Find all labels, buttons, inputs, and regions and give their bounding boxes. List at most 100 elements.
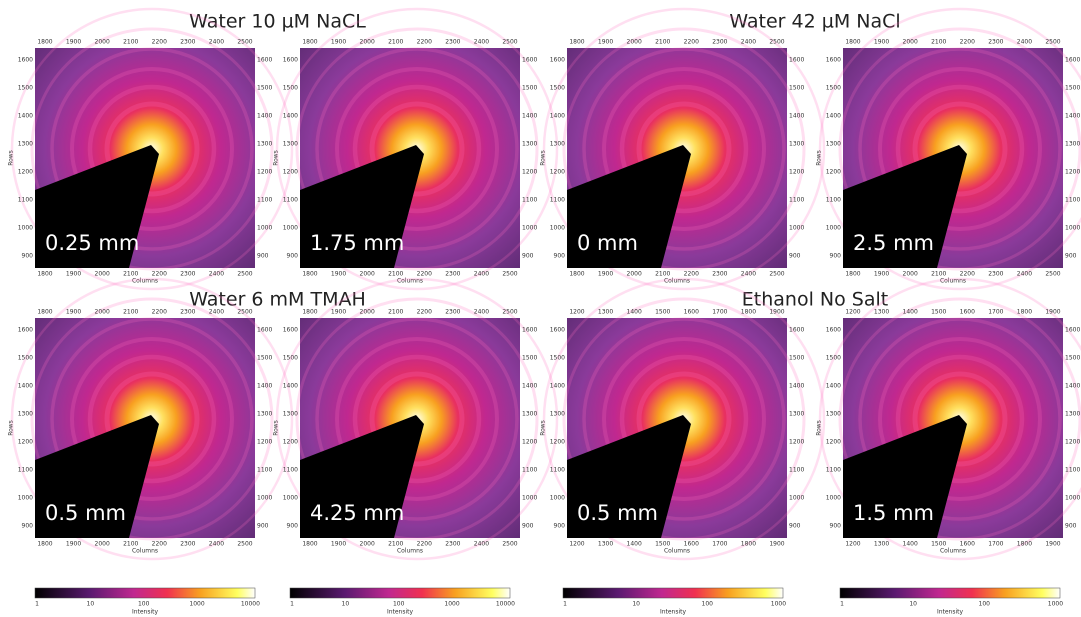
row-tick-label: 1200	[1065, 439, 1080, 446]
row-tick-label: 900	[257, 253, 269, 260]
column-tick-label: 1700	[988, 309, 1003, 316]
column-tick-label: 1800	[845, 271, 860, 278]
row-tick-label: 1000	[789, 495, 804, 502]
diffraction-ring	[30, 27, 274, 271]
row-tick-label: 900	[789, 253, 801, 260]
colorbar-tick-label: 10000	[241, 601, 260, 608]
row-tick-label: 1300	[257, 411, 272, 418]
column-tick-label: 2500	[502, 541, 517, 548]
row-tick-label: 1200	[1065, 169, 1080, 176]
diffraction-panel: 1.5 mm 1200 1200 1300 1300 1400 1400 1500 1500 16…	[816, 277, 1081, 561]
column-tick-label: 1900	[1045, 541, 1060, 548]
column-tick-label: 1900	[874, 271, 889, 278]
distance-label: 0 mm	[577, 231, 638, 255]
colorbar	[562, 587, 784, 599]
column-tick-label: 1300	[874, 309, 889, 316]
column-tick-label: 2000	[360, 271, 375, 278]
row-tick-label: 1000	[789, 225, 804, 232]
group-title: Ethanol No Salt	[742, 289, 888, 311]
column-tick-label: 2000	[95, 39, 110, 46]
diffraction-panel: 0 mm 1800 1800 1900 1900 2000 2000 2100 2100 2200…	[540, 7, 826, 291]
column-tick-label: 1800	[37, 541, 52, 548]
column-tick-label: 2500	[237, 541, 252, 548]
column-tick-label: 2300	[988, 271, 1003, 278]
distance-label: 0.25 mm	[45, 231, 139, 255]
column-tick-label: 2300	[180, 39, 195, 46]
column-tick-label: 1900	[331, 309, 346, 316]
diffraction-ring	[50, 47, 254, 251]
colorbar-tick-label: 100	[138, 601, 150, 608]
row-tick-label: 1100	[283, 197, 298, 204]
column-tick-label: 2200	[960, 39, 975, 46]
row-tick-label: 1100	[550, 467, 565, 474]
diffraction-ring	[542, 277, 826, 561]
diffraction-ring	[895, 354, 1025, 484]
row-tick-label: 1000	[522, 495, 537, 502]
column-tick-label: 1800	[37, 309, 52, 316]
row-tick-label: 1300	[789, 411, 804, 418]
distance-label: 1.75 mm	[310, 231, 404, 255]
column-tick-label: 2300	[445, 309, 460, 316]
column-tick-label: 1600	[684, 309, 699, 316]
colorbar-tick-label: 10	[87, 601, 95, 608]
column-tick-label: 1500	[655, 541, 670, 548]
beam-stop	[35, 415, 159, 538]
column-tick-label: 1900	[598, 271, 613, 278]
row-tick-label: 1200	[550, 169, 565, 176]
column-tick-label: 2500	[769, 271, 784, 278]
diffraction-ring	[602, 67, 766, 231]
diffraction-ring	[369, 101, 465, 197]
column-tick-label: 2300	[445, 541, 460, 548]
row-tick-label: 1100	[18, 197, 33, 204]
column-tick-label: 1200	[569, 541, 584, 548]
row-tick-label: 1500	[550, 85, 565, 92]
beam-stop	[300, 415, 424, 538]
colorbar	[289, 587, 511, 599]
row-tick-label: 900	[22, 253, 34, 260]
column-tick-label: 2200	[152, 541, 167, 548]
x-axis-label: Columns	[940, 278, 966, 285]
beam-stop	[567, 145, 691, 268]
diffraction-ring	[582, 317, 786, 521]
row-tick-label: 1100	[522, 467, 537, 474]
column-tick-label: 1400	[627, 309, 642, 316]
row-tick-label: 1000	[283, 495, 298, 502]
diffraction-panel: 2.5 mm 1800 1800 1900 1900 2000 2000 2100 2100 22…	[816, 7, 1081, 291]
row-tick-label: 1500	[283, 355, 298, 362]
row-tick-label: 900	[522, 253, 534, 260]
column-tick-label: 2200	[152, 309, 167, 316]
colorbar-tick-label: 10	[632, 601, 640, 608]
diffraction-panel: 1.75 mm 1800 1800 1900 1900 2000 2000 2100 2100 2…	[273, 7, 559, 291]
row-tick-label: 1500	[826, 85, 841, 92]
column-tick-label: 2100	[655, 271, 670, 278]
row-tick-label: 1400	[789, 113, 804, 120]
column-tick-label: 1800	[845, 39, 860, 46]
diffraction-ring	[562, 297, 806, 541]
row-tick-label: 1600	[550, 57, 565, 64]
beam-stop	[300, 145, 424, 268]
row-tick-label: 1400	[283, 383, 298, 390]
colorbar-tick-label: 1	[35, 601, 39, 608]
row-tick-label: 1400	[826, 383, 841, 390]
x-axis-label: Columns	[397, 548, 423, 555]
column-tick-label: 2200	[152, 39, 167, 46]
beam-stop	[843, 145, 967, 268]
column-tick-label: 2500	[1045, 271, 1060, 278]
diffraction-ring	[858, 47, 1062, 251]
colorbar-tick-label: 100	[979, 601, 991, 608]
row-tick-label: 1400	[18, 113, 33, 120]
diffraction-ring	[104, 101, 200, 197]
row-tick-label: 1500	[522, 85, 537, 92]
colorbar-tick-label: 1	[563, 601, 567, 608]
row-tick-label: 1300	[257, 141, 272, 148]
column-tick-label: 1900	[1045, 309, 1060, 316]
column-tick-label: 2500	[502, 271, 517, 278]
colorbar-tick-label: 1000	[444, 601, 459, 608]
column-tick-label: 1200	[845, 541, 860, 548]
colorbar	[34, 587, 256, 599]
row-tick-label: 1000	[550, 495, 565, 502]
row-tick-label: 1000	[257, 225, 272, 232]
row-tick-label: 1300	[550, 411, 565, 418]
diffraction-panel: 4.25 mm 1800 1800 1900 1900 2000 2000 2100 2100 2…	[273, 277, 559, 561]
row-tick-label: 1500	[789, 85, 804, 92]
